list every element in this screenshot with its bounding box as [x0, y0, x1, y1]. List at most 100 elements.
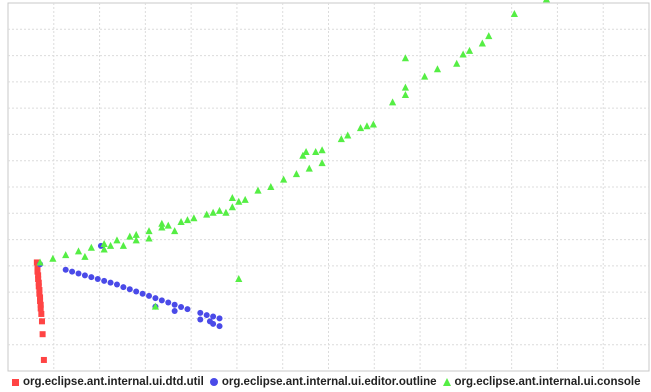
console-point: [36, 258, 44, 266]
console-point: [158, 223, 166, 231]
console-point: [401, 83, 410, 91]
console-point: [132, 230, 140, 238]
console-point: [62, 251, 70, 259]
legend-label-editor-outline: org.eclipse.ant.internal.ui.editor.outli…: [221, 376, 437, 388]
dtd-util-point: [34, 268, 41, 275]
editor-outline-point: [94, 276, 101, 282]
legend-item-editor-outline: org.eclipse.ant.internal.ui.editor.outli…: [209, 376, 437, 388]
editor-outline-point: [146, 292, 153, 299]
console-point: [151, 302, 160, 310]
legend-item-dtd-util: org.eclipse.ant.internal.ui.dtd.util: [12, 376, 204, 388]
console-point: [222, 208, 230, 216]
editor-outline-point: [178, 303, 185, 310]
console-point: [302, 148, 310, 156]
dtd-util-point: [36, 287, 43, 294]
editor-outline-point: [171, 301, 178, 308]
console-point: [215, 206, 224, 214]
editor-outline-point: [69, 268, 76, 275]
dtd-util-point: [38, 318, 45, 325]
editor-outline-point: [101, 277, 108, 284]
legend-item-console: org.eclipse.ant.internal.ui.console: [442, 376, 641, 388]
console-point: [318, 159, 326, 167]
editor-outline-point: [113, 281, 120, 288]
dtd-util-point: [37, 301, 44, 308]
console-point: [485, 32, 493, 40]
console-point: [49, 254, 57, 262]
dtd-util-point: [35, 283, 42, 290]
dtd-util-point: [34, 264, 41, 271]
dtd-util-point: [35, 279, 42, 286]
console-point: [203, 210, 211, 218]
editor-outline-point: [107, 279, 114, 286]
console-point: [267, 183, 275, 190]
console-point: [478, 39, 486, 47]
editor-outline-point: [62, 266, 69, 273]
console-point: [235, 275, 243, 282]
editor-outline-point: [216, 315, 223, 322]
editor-outline-point: [165, 299, 172, 306]
console-point: [74, 247, 83, 255]
console-point: [369, 120, 377, 128]
console-point: [401, 54, 410, 62]
console-point: [100, 240, 108, 248]
console-point: [337, 135, 345, 143]
console-point: [228, 194, 236, 202]
console-point: [177, 217, 185, 225]
editor-outline-point: [139, 290, 146, 297]
console-point: [145, 234, 153, 242]
editor-outline-point: [88, 274, 95, 281]
console-point: [254, 186, 262, 194]
console-point: [312, 148, 320, 156]
legend-label-console: org.eclipse.ant.internal.ui.console: [454, 376, 641, 388]
console-point: [171, 227, 179, 235]
console-point: [113, 236, 121, 244]
dtd-util-point: [35, 276, 42, 282]
console-point: [158, 219, 166, 227]
console-point: [299, 151, 307, 159]
console-point: [292, 170, 301, 178]
console-point: [363, 122, 371, 130]
console-point: [421, 72, 429, 80]
editor-outline-point: [152, 295, 159, 302]
console-point: [183, 216, 192, 224]
dtd-util-point: [37, 298, 44, 305]
console-point: [433, 65, 442, 73]
editor-outline-point: [158, 297, 165, 304]
editor-outline-point: [133, 288, 140, 295]
console-point: [119, 241, 127, 249]
dtd-util-point: [40, 356, 47, 363]
editor-outline-point: [203, 312, 210, 319]
console-point: [235, 197, 243, 205]
console-point: [106, 241, 115, 249]
console-point: [100, 245, 108, 253]
console-point: [132, 236, 140, 244]
dtd-util-point: [35, 272, 42, 279]
editor-outline-point: [216, 323, 223, 330]
console-point: [209, 208, 217, 216]
dtd-util-point: [37, 294, 44, 301]
console-point: [356, 124, 365, 132]
editor-outline-point: [81, 272, 88, 279]
dtd-util-point: [36, 290, 43, 297]
console-point: [510, 10, 518, 18]
console-point: [318, 146, 326, 154]
console-point: [401, 91, 410, 98]
editor-outline-point: [126, 286, 133, 293]
dtd-util-point: [38, 310, 45, 317]
dtd-util-point: [37, 305, 44, 312]
console-point: [453, 59, 461, 67]
console-point: [126, 232, 134, 240]
editor-outline-point: [75, 270, 82, 277]
editor-outline-point: [184, 306, 191, 313]
console-point: [190, 214, 198, 222]
editor-outline-point: [210, 320, 217, 327]
console-point: [280, 175, 288, 183]
console-point: [459, 50, 467, 58]
console-point: [465, 46, 474, 54]
editor-outline-point: [120, 284, 127, 291]
editor-outline-point: [197, 309, 204, 316]
console-point: [81, 252, 89, 260]
console-point: [542, 0, 551, 3]
console-point: [228, 203, 236, 211]
